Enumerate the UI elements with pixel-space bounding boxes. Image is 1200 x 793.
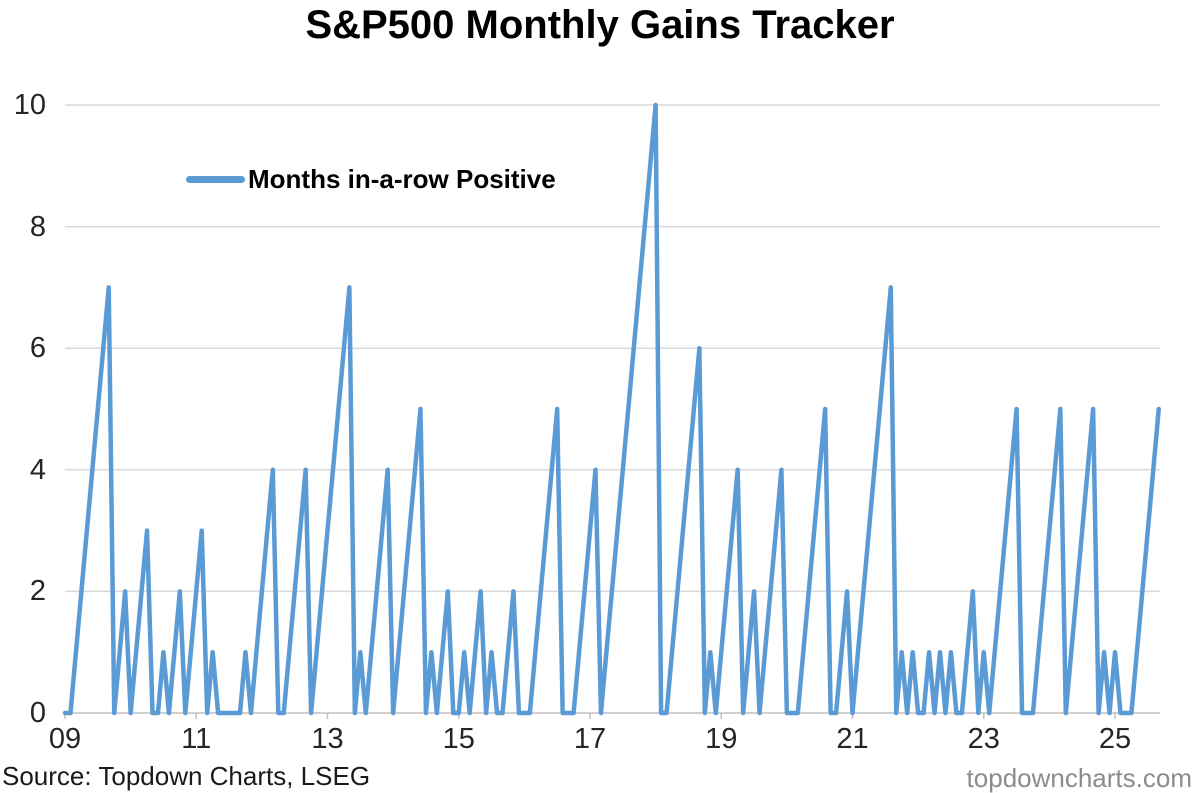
x-tick-label: 17 [573,723,607,755]
x-tick-label: 21 [836,723,869,755]
y-tick-label: 8 [29,210,46,243]
x-tick-label: 09 [48,723,82,755]
y-tick-label: 4 [29,453,46,486]
y-tick-label: 2 [29,575,46,608]
x-tick-label: 23 [967,723,1000,755]
source-attribution: Source: Topdown Charts, LSEG [2,761,371,791]
x-tick-label: 11 [181,723,212,755]
watermark-text: topdowncharts.com [966,763,1192,793]
x-tick-label: 19 [705,723,738,755]
legend-series-label: Months in-a-row Positive [248,164,556,194]
y-tick-label: 6 [29,332,46,365]
x-tick-label: 25 [1098,723,1132,755]
x-tick-label: 15 [442,723,475,755]
plot-area [62,102,1161,719]
chart-title: S&P500 Monthly Gains Tracker [305,3,895,47]
legend: Months in-a-row Positive [186,164,556,194]
x-tick-label: 13 [311,723,344,755]
y-tick-label: 10 [13,89,46,121]
legend-line-swatch [186,175,245,183]
series-line [62,102,1161,716]
x-axis-line-and-ticks [64,713,1116,719]
y-tick-label: 0 [29,697,46,729]
